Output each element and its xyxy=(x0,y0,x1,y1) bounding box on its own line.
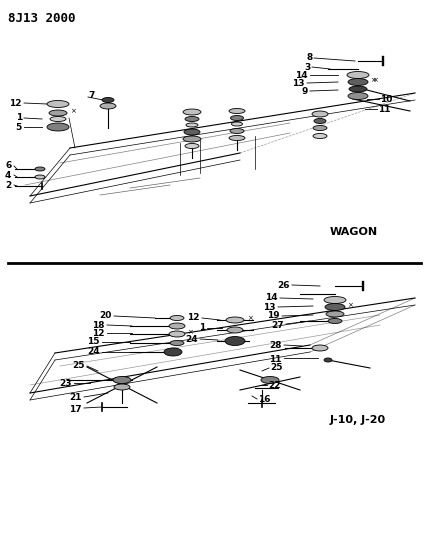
Text: 4: 4 xyxy=(5,171,12,180)
Ellipse shape xyxy=(185,117,199,122)
Text: 25: 25 xyxy=(73,360,85,369)
Ellipse shape xyxy=(312,345,328,351)
Ellipse shape xyxy=(232,122,242,126)
Ellipse shape xyxy=(226,317,244,323)
Text: ×: × xyxy=(347,302,353,308)
Text: 1: 1 xyxy=(199,324,205,333)
Ellipse shape xyxy=(114,384,130,390)
Ellipse shape xyxy=(35,175,45,179)
Ellipse shape xyxy=(230,128,244,133)
Text: 25: 25 xyxy=(270,364,283,373)
Ellipse shape xyxy=(169,323,185,329)
Text: 12: 12 xyxy=(187,313,200,322)
Text: 8: 8 xyxy=(307,53,313,62)
Text: 23: 23 xyxy=(60,378,72,387)
Text: WAGON: WAGON xyxy=(330,227,378,237)
Ellipse shape xyxy=(50,117,66,122)
Text: 26: 26 xyxy=(278,280,290,289)
Ellipse shape xyxy=(229,109,245,114)
Ellipse shape xyxy=(183,136,201,142)
Text: ×: × xyxy=(187,329,193,335)
Text: 11: 11 xyxy=(378,104,390,114)
Text: 11: 11 xyxy=(269,354,282,364)
Text: J-10, J-20: J-10, J-20 xyxy=(330,415,386,425)
Text: 21: 21 xyxy=(69,393,82,402)
Ellipse shape xyxy=(326,311,344,317)
Ellipse shape xyxy=(184,129,200,135)
Text: 2: 2 xyxy=(5,181,11,190)
Text: 12: 12 xyxy=(9,99,22,108)
Ellipse shape xyxy=(47,123,69,131)
Text: 8J13 2000: 8J13 2000 xyxy=(8,12,76,25)
Ellipse shape xyxy=(229,135,245,141)
Ellipse shape xyxy=(185,143,199,149)
Ellipse shape xyxy=(324,358,332,362)
Ellipse shape xyxy=(347,71,369,78)
Text: 27: 27 xyxy=(272,320,284,329)
Ellipse shape xyxy=(312,111,328,117)
Ellipse shape xyxy=(47,101,69,108)
Ellipse shape xyxy=(100,103,116,109)
Text: ×: × xyxy=(70,108,76,114)
Text: 13: 13 xyxy=(263,303,276,311)
Ellipse shape xyxy=(313,133,327,139)
Ellipse shape xyxy=(328,319,342,324)
Text: 20: 20 xyxy=(100,311,112,320)
Text: 24: 24 xyxy=(88,348,100,357)
Ellipse shape xyxy=(170,316,184,320)
Text: 15: 15 xyxy=(88,337,100,346)
Ellipse shape xyxy=(35,167,45,171)
Ellipse shape xyxy=(227,327,243,333)
Text: 19: 19 xyxy=(267,311,280,320)
Ellipse shape xyxy=(314,118,326,124)
Ellipse shape xyxy=(186,123,198,127)
Ellipse shape xyxy=(313,125,327,131)
Text: ×: × xyxy=(370,77,376,83)
Ellipse shape xyxy=(225,336,245,345)
Text: ×: × xyxy=(247,315,253,321)
Ellipse shape xyxy=(113,376,131,384)
Text: 17: 17 xyxy=(69,405,82,414)
Ellipse shape xyxy=(261,376,279,384)
Text: 18: 18 xyxy=(93,320,105,329)
Text: 5: 5 xyxy=(16,124,22,133)
Ellipse shape xyxy=(325,303,345,311)
Text: 3: 3 xyxy=(305,62,311,71)
Text: 22: 22 xyxy=(268,381,281,390)
Text: 7: 7 xyxy=(88,91,94,100)
Text: 28: 28 xyxy=(269,341,282,350)
Ellipse shape xyxy=(349,86,367,92)
Text: 12: 12 xyxy=(93,328,105,337)
Ellipse shape xyxy=(170,341,184,345)
Ellipse shape xyxy=(164,348,182,356)
Ellipse shape xyxy=(49,110,67,116)
Text: ×: × xyxy=(372,77,378,83)
Ellipse shape xyxy=(348,93,368,100)
Ellipse shape xyxy=(324,296,346,303)
Text: 6: 6 xyxy=(5,161,11,171)
Text: 14: 14 xyxy=(296,70,308,79)
Ellipse shape xyxy=(183,109,201,115)
Text: 16: 16 xyxy=(258,395,271,405)
Text: 1: 1 xyxy=(16,114,22,123)
Text: 24: 24 xyxy=(185,335,198,343)
Ellipse shape xyxy=(169,331,185,337)
Text: 14: 14 xyxy=(266,294,278,303)
Ellipse shape xyxy=(230,116,244,120)
Ellipse shape xyxy=(102,98,114,102)
Text: 9: 9 xyxy=(302,86,308,95)
Ellipse shape xyxy=(348,78,368,85)
Text: 10: 10 xyxy=(380,94,393,103)
Text: 13: 13 xyxy=(293,78,305,87)
